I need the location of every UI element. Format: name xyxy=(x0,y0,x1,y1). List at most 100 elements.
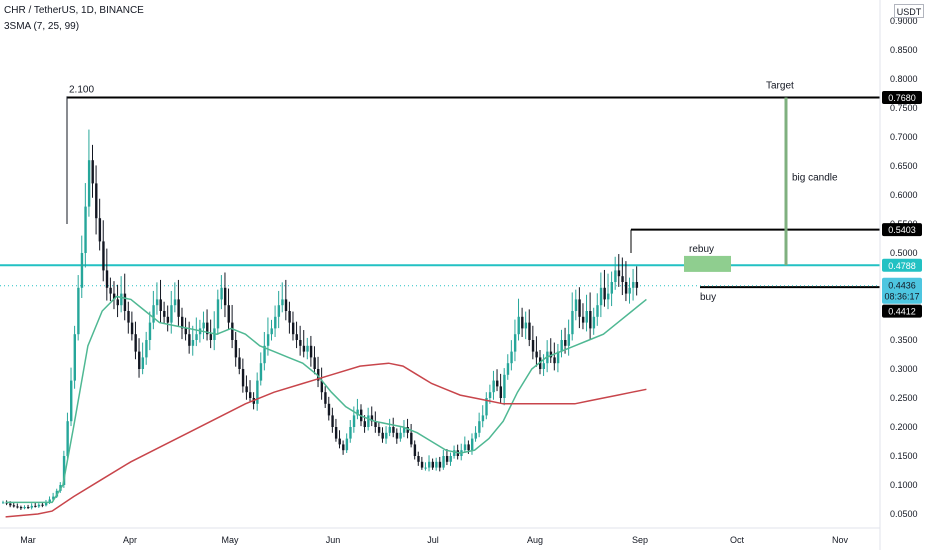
price-tick-label: 0.5000 xyxy=(890,248,918,258)
candle-body xyxy=(510,351,513,364)
candle-body xyxy=(202,322,205,329)
candle-body xyxy=(123,293,127,311)
candle-body xyxy=(496,380,499,387)
price-tick-label: 0.9000 xyxy=(890,16,918,26)
candle-body xyxy=(223,287,227,306)
candle-body xyxy=(66,421,69,456)
candle-body xyxy=(610,282,613,294)
candle-body xyxy=(130,322,134,335)
candle-body xyxy=(245,386,248,393)
time-tick-label: Mar xyxy=(20,535,36,545)
candle-body xyxy=(614,270,617,282)
candle-body xyxy=(567,334,571,346)
candle-body xyxy=(349,427,352,439)
price-badge-resistance-bg xyxy=(882,258,922,272)
candle-body xyxy=(324,392,327,404)
candle-body xyxy=(37,504,41,507)
price-tick-label: 0.8000 xyxy=(890,74,918,84)
candle-body xyxy=(410,432,413,445)
price-axis[interactable]: 0.9000 0.8500 0.8000 0.7500 0.7000 0.6500 0.60… xyxy=(879,0,922,550)
candle-body xyxy=(531,340,535,352)
rebuy-zone xyxy=(684,255,731,272)
candle-body xyxy=(288,311,291,323)
candle-body xyxy=(628,287,631,294)
candle-body xyxy=(513,334,517,352)
candle-body xyxy=(342,444,345,451)
candle-body xyxy=(564,340,567,346)
candle-body xyxy=(488,392,492,398)
candle-body xyxy=(503,374,506,398)
candle-body xyxy=(177,299,180,317)
price-tick-label: 0.0500 xyxy=(890,509,918,519)
candle-body xyxy=(105,270,109,288)
candle-body xyxy=(370,415,374,422)
candle-body xyxy=(281,299,284,306)
time-tick-label: Oct xyxy=(730,535,745,545)
candle-body xyxy=(249,392,252,398)
time-tick-label: May xyxy=(221,535,239,545)
currency-badge[interactable]: USDT xyxy=(894,4,924,18)
candle-body xyxy=(145,340,148,358)
candle-body xyxy=(299,340,302,346)
candle-body xyxy=(470,438,474,451)
price-badge-high-bg xyxy=(882,223,922,237)
candle-body xyxy=(270,328,273,335)
indicator-label[interactable]: 3SMA (7, 25, 99) xyxy=(4,21,80,32)
candle-body xyxy=(417,456,420,462)
candle-body xyxy=(234,340,238,358)
time-tick-label: Jun xyxy=(326,535,341,545)
candle-body xyxy=(184,328,187,335)
candle-body xyxy=(127,311,130,323)
candle-body xyxy=(291,322,295,335)
price-tick-label: 0.2500 xyxy=(890,393,918,403)
candle-body xyxy=(585,311,588,323)
candle-body xyxy=(295,334,298,340)
candle-body xyxy=(506,363,510,375)
candle-body xyxy=(381,432,384,439)
time-axis[interactable]: Mar Apr May Jun Jul Aug Sep Oct Nov xyxy=(0,527,880,545)
candle-body xyxy=(266,334,270,346)
candle-body xyxy=(277,305,281,317)
price-badge-target-bg xyxy=(882,91,922,105)
candle-body xyxy=(116,299,119,306)
candle-body xyxy=(317,369,320,381)
candle-body xyxy=(306,345,309,352)
candle-body xyxy=(607,293,610,300)
candle-body xyxy=(521,316,524,329)
candle-body xyxy=(603,287,606,300)
time-tick-label: Apr xyxy=(123,535,137,545)
candle-body xyxy=(95,183,98,219)
moving-averages xyxy=(5,295,647,518)
price-badge-high: 0.5403 xyxy=(888,225,916,235)
candle-body xyxy=(73,334,76,381)
annotation-rebuy: rebuy xyxy=(689,244,714,255)
candle-body xyxy=(334,427,338,439)
candle-body xyxy=(435,461,438,468)
candle-body xyxy=(621,276,624,282)
annotation-target: Target xyxy=(766,81,794,92)
candle-body xyxy=(102,241,105,271)
candle-body xyxy=(578,299,581,317)
candle-body xyxy=(571,311,574,335)
candle-body xyxy=(596,305,599,317)
candle-body xyxy=(120,293,123,306)
candle-body xyxy=(77,287,80,335)
candle-body xyxy=(542,363,545,369)
candle-body xyxy=(553,357,556,364)
candle-body xyxy=(331,415,334,427)
candle-body xyxy=(23,507,26,509)
symbol-title[interactable]: CHR / TetherUS, 1D, BINANCE xyxy=(4,5,144,16)
price-tick-label: 0.2000 xyxy=(890,422,918,432)
price-badge-buy: 0.4412 xyxy=(888,307,916,317)
candle-body xyxy=(30,505,34,508)
candle-body xyxy=(159,299,162,311)
price-tick-label: 0.8500 xyxy=(890,45,918,55)
candle-body xyxy=(9,503,12,506)
candle-body xyxy=(406,427,409,433)
time-tick-label: Jul xyxy=(427,535,439,545)
candles xyxy=(2,96,639,510)
candle-body xyxy=(166,316,170,323)
candle-body xyxy=(442,456,445,468)
candle-body xyxy=(438,461,442,468)
